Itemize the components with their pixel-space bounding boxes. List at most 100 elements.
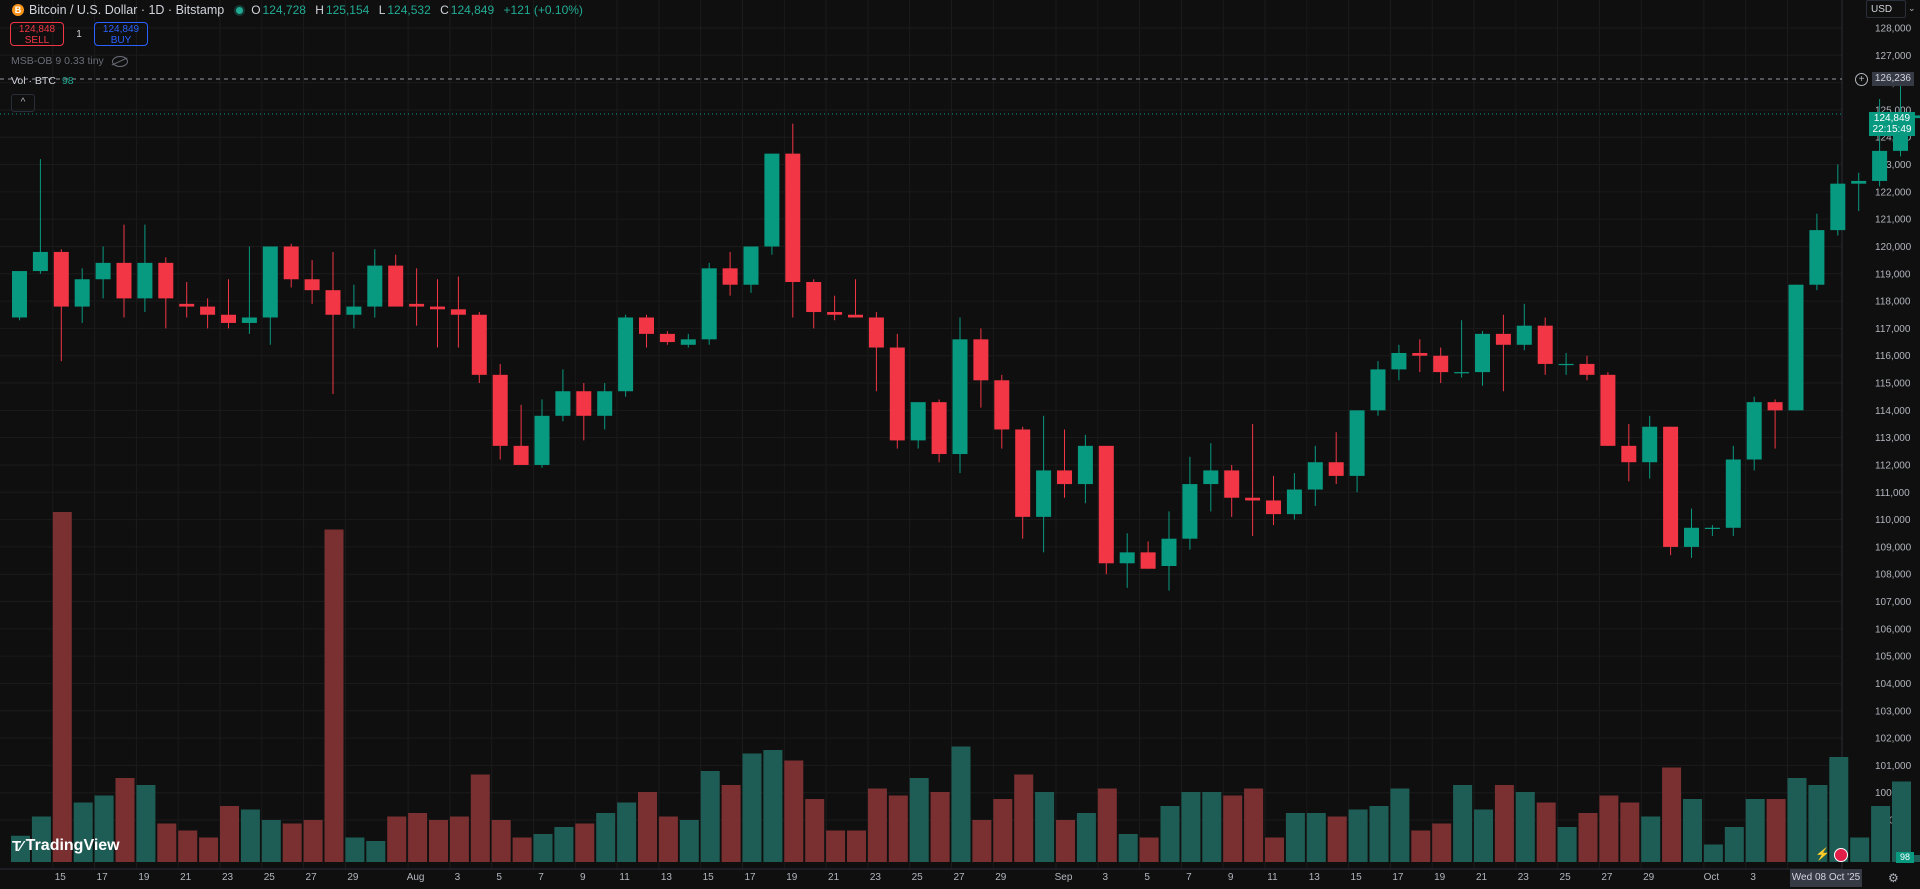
volume-bar — [178, 830, 198, 862]
candle-body — [1851, 180, 1867, 184]
time-tick-label: 7 — [538, 872, 544, 883]
price-tick-label: 101,000 — [1875, 761, 1912, 772]
low-label: L — [378, 3, 386, 17]
volume-bar — [596, 813, 616, 862]
price-tick-label: 103,000 — [1875, 706, 1912, 717]
lightning-icon[interactable]: ⚡ — [1815, 847, 1830, 861]
volume-bar — [1285, 813, 1305, 862]
volume-bar — [1620, 802, 1640, 862]
time-tick-label: Oct — [1704, 872, 1720, 883]
sell-button[interactable]: 124,848 SELL — [10, 22, 64, 46]
candle-body — [1642, 426, 1658, 463]
candle-body — [618, 317, 634, 392]
candle-body — [680, 339, 696, 345]
tradingview-logo[interactable]: T⁄ TradingView — [12, 837, 120, 855]
us-flag-icon[interactable] — [1834, 848, 1848, 862]
volume-bar — [763, 750, 783, 862]
price-tick-label: 119,000 — [1875, 269, 1911, 280]
candle-body — [659, 333, 675, 343]
time-tick-label: 23 — [870, 872, 882, 883]
time-tick-label: 21 — [828, 872, 840, 883]
volume-bar — [512, 837, 532, 862]
time-tick-label: 27 — [953, 872, 965, 883]
price-tick-label: 123,000 — [1875, 160, 1912, 171]
candle-body — [1328, 462, 1344, 476]
time-tick-label: 17 — [744, 872, 756, 883]
ohlc-readout: O 124,728 H 125,154 L 124,532 C 124,849 +121… — [251, 3, 589, 17]
volume-bar — [1683, 799, 1702, 862]
volume-bar — [721, 785, 741, 862]
bitcoin-icon: B — [12, 4, 24, 16]
candle-body — [1663, 426, 1679, 547]
indicator-legend[interactable]: MSB-OB 9 0.33 tiny — [11, 55, 128, 67]
volume-bar — [554, 827, 574, 862]
chevron-down-icon[interactable]: ⌄ — [1908, 3, 1916, 13]
volume-bar — [324, 529, 344, 862]
candle-body — [388, 265, 404, 307]
volume-bar — [972, 820, 992, 862]
candle-body — [1913, 115, 1920, 119]
time-tick-label: 17 — [1392, 872, 1404, 883]
currency-button[interactable]: USD — [1866, 0, 1906, 18]
volume-legend[interactable]: Vol · BTC 98 — [11, 75, 74, 87]
volume-bar — [1808, 785, 1828, 862]
hidden-eye-icon[interactable] — [111, 55, 128, 67]
candle-body — [1537, 325, 1553, 364]
candle-body — [1307, 462, 1323, 490]
volume-bar — [1411, 830, 1431, 862]
time-tick-label: 25 — [264, 872, 276, 883]
volume-bar — [31, 816, 51, 862]
symbol-title[interactable]: Bitcoin / U.S. Dollar · 1D · Bitstamp — [29, 3, 225, 17]
volume-bar — [1745, 799, 1765, 862]
volume-bar — [1474, 809, 1493, 862]
volume-bar — [993, 799, 1013, 862]
quantity-field[interactable]: 1 — [76, 28, 82, 40]
time-tick-label: Sep — [1055, 872, 1073, 883]
volume-bar — [1850, 837, 1870, 862]
volume-bar — [282, 823, 302, 862]
candle-body — [116, 262, 132, 299]
volume-bar — [888, 795, 908, 862]
settings-icon[interactable]: ⚙ — [1888, 871, 1899, 885]
volume-bar — [387, 816, 407, 862]
candle-body — [1182, 484, 1198, 539]
volume-bar — [470, 774, 490, 862]
candle-body — [973, 339, 989, 381]
volume-bar — [1432, 823, 1452, 862]
volume-bar — [449, 816, 469, 862]
collapse-legend-button[interactable]: ^ — [11, 94, 35, 112]
volume-bar — [1536, 802, 1556, 862]
price-tick-label: 117,000 — [1875, 324, 1911, 335]
candle-body — [1872, 150, 1888, 181]
volume-bar — [1202, 792, 1222, 862]
candle-body — [53, 251, 69, 307]
buy-button[interactable]: 124,849 BUY — [94, 22, 148, 46]
candle-body — [1558, 363, 1574, 366]
time-tick-label: 27 — [1601, 872, 1613, 883]
volume-bar — [1599, 795, 1619, 862]
candle-body — [1433, 355, 1449, 373]
candle-body — [492, 374, 508, 446]
volume-bar — [1557, 827, 1577, 862]
time-tick-label: 29 — [995, 872, 1007, 883]
candle-body — [1809, 230, 1825, 285]
time-tick-label: 21 — [1476, 872, 1488, 883]
volume-bar — [1912, 855, 1920, 862]
volume-bar — [11, 835, 30, 862]
volume-bar — [1515, 792, 1535, 862]
volume-bar — [742, 753, 762, 862]
price-tick-label: 111,000 — [1875, 488, 1910, 499]
price-tick-label: 106,000 — [1875, 624, 1912, 635]
volume-bar — [1871, 806, 1891, 862]
candle-body — [1495, 333, 1511, 345]
candle-body — [555, 391, 571, 416]
market-status-icon[interactable] — [236, 6, 244, 14]
volume-bar — [1662, 767, 1682, 862]
add-alert-plus-icon[interactable]: + — [1855, 73, 1868, 86]
volume-bar — [1118, 834, 1138, 862]
candle-body — [848, 314, 863, 318]
symbol-header: B Bitcoin / U.S. Dollar · 1D · Bitstamp … — [0, 0, 589, 20]
candle-body — [12, 271, 27, 318]
